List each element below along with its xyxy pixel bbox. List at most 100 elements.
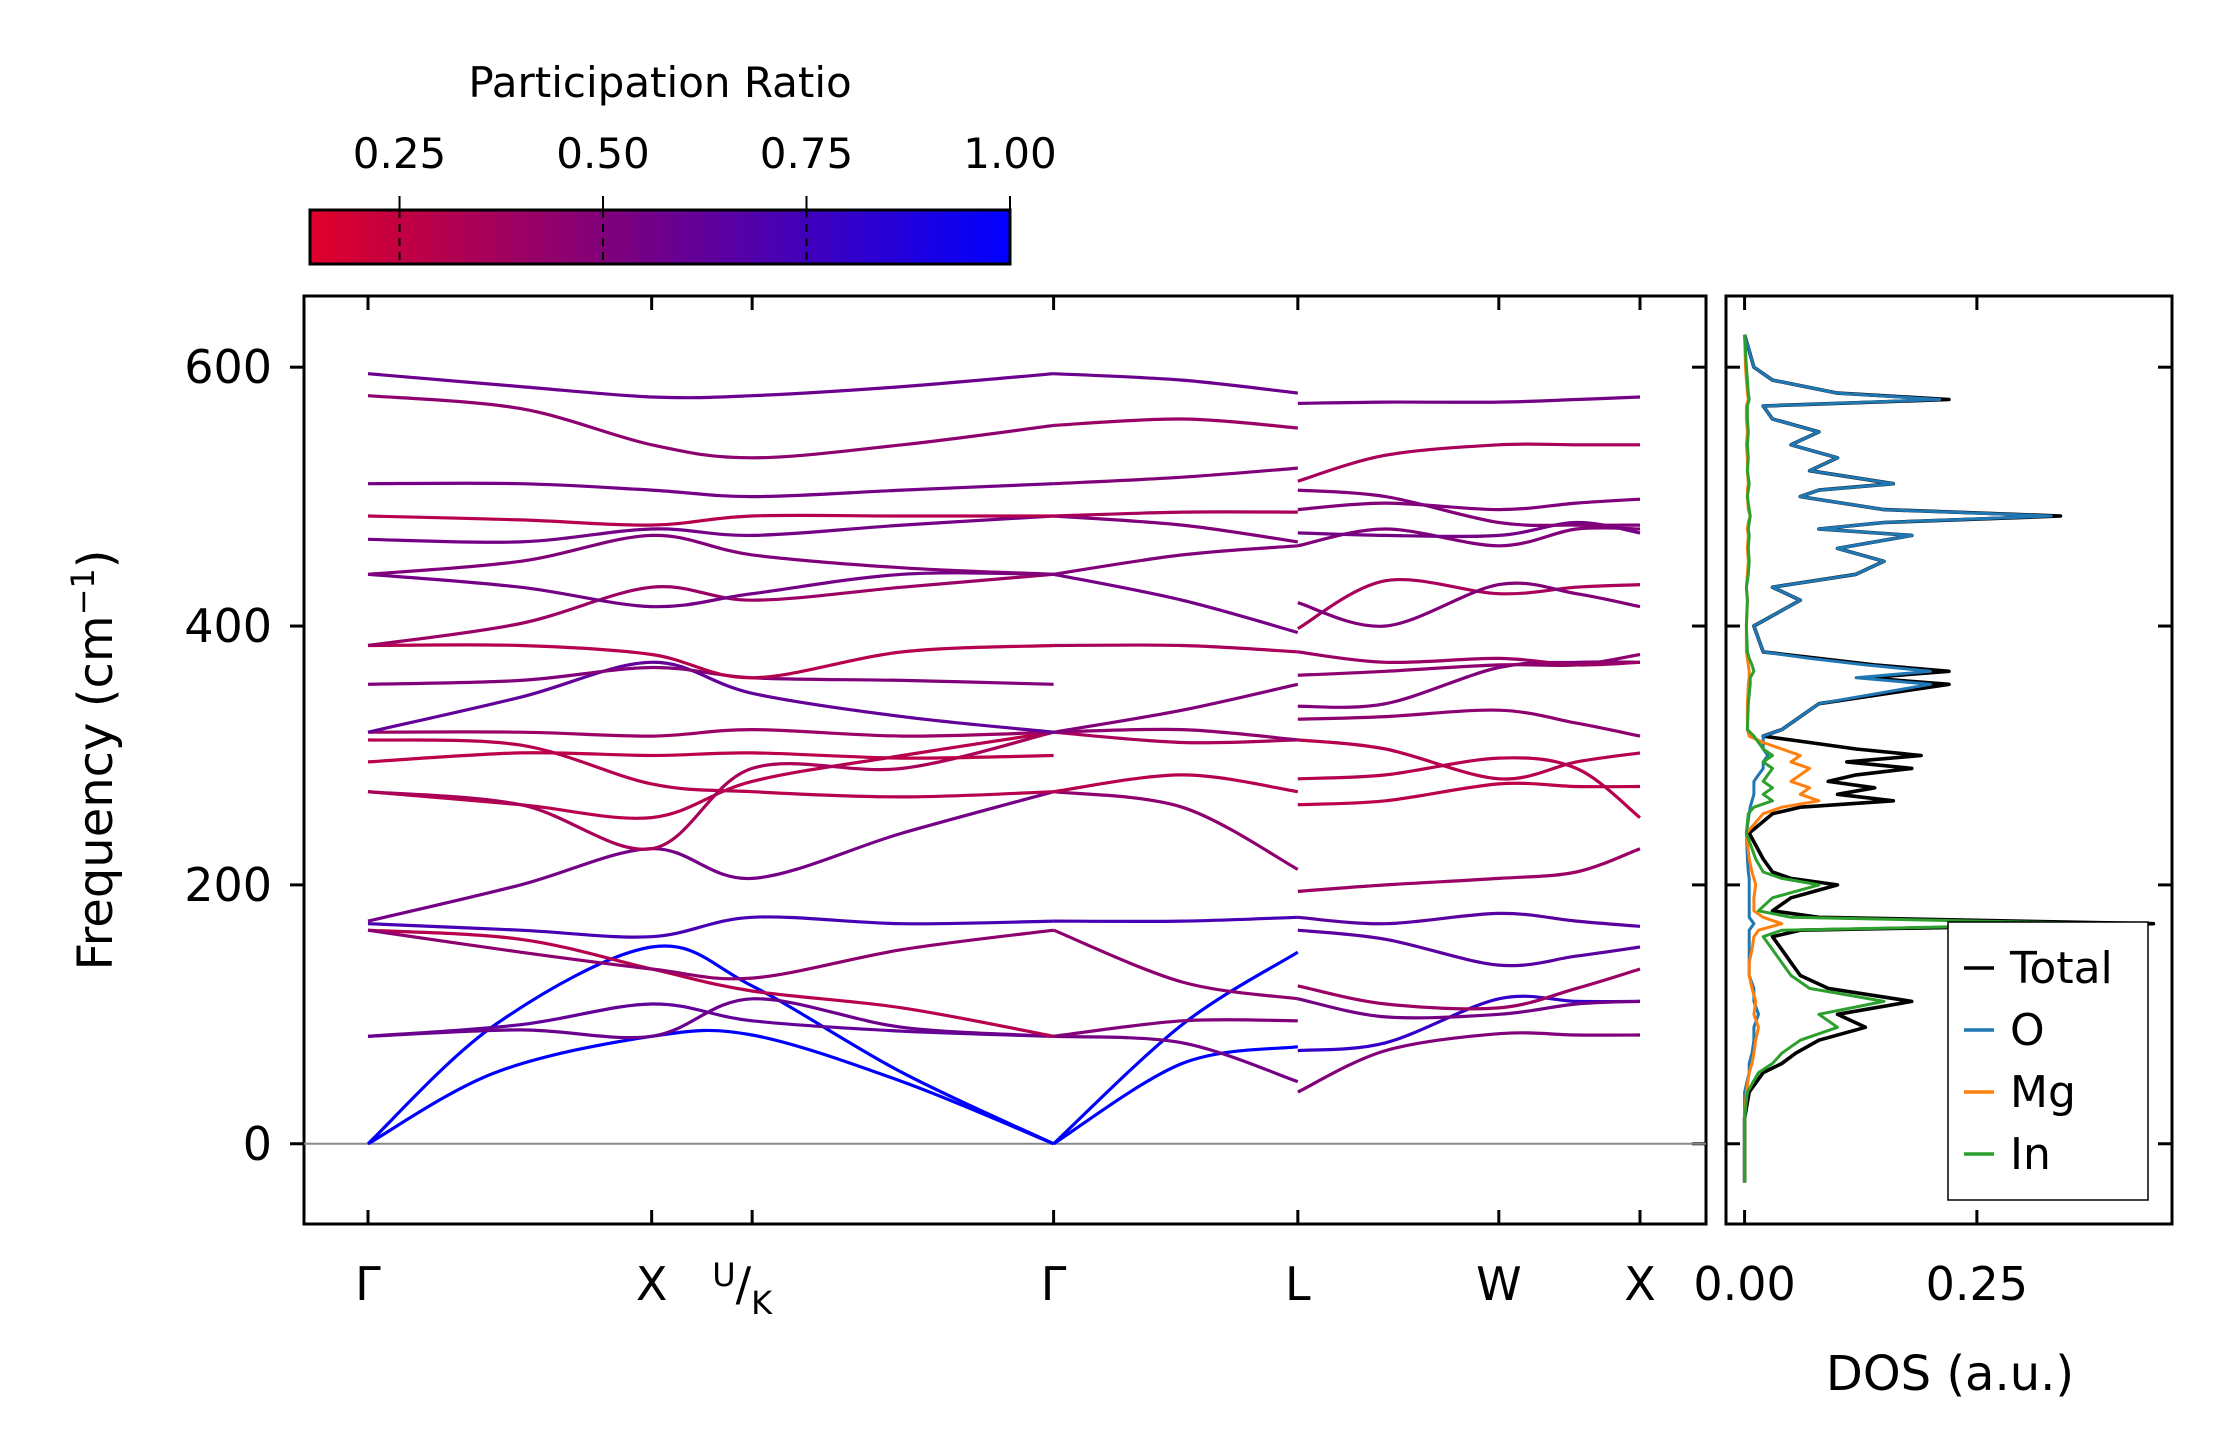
- phonon-band: [367, 513, 1054, 527]
- phonon-band: [367, 738, 1054, 799]
- dos-legend: Total O Mg In: [1947, 921, 2149, 1201]
- phonon-band: [367, 1028, 1055, 1146]
- kpoint-label: U/K: [712, 1256, 773, 1322]
- colorbar-tick-label: 0.25: [353, 129, 447, 178]
- phonon-band: [1297, 442, 1640, 483]
- band-y-axis-label: Frequency (cm−1): [64, 549, 124, 970]
- phonon-band: [1297, 911, 1641, 928]
- phonon-band: [1297, 581, 1641, 628]
- phonon-band: [1297, 578, 1641, 631]
- phonon-band: [367, 394, 1054, 460]
- phonon-band: [367, 727, 1054, 738]
- phonon-band: [1297, 660, 1641, 709]
- phonon-band: [1297, 847, 1641, 893]
- band-y-tick-label: 0: [243, 1117, 272, 1171]
- colorbar-tick-label: 0.50: [556, 129, 650, 178]
- kpoint-label: Γ: [355, 1257, 381, 1311]
- kpoint-label: L: [1285, 1257, 1311, 1311]
- phonon-band: [367, 730, 1054, 851]
- phonon-band: [367, 915, 1054, 939]
- colorbar-title: Participation Ratio: [468, 58, 851, 107]
- kpoint-label: X: [636, 1257, 668, 1311]
- phonon-band: [1053, 773, 1299, 794]
- band-y-tick-label: 400: [184, 599, 272, 653]
- dos-x-axis-label: DOS (a.u.): [1826, 1346, 2074, 1402]
- phonon-band: [1053, 727, 1298, 742]
- dos-axes-frame: [1724, 294, 2174, 1226]
- phonon-band: [367, 571, 1054, 609]
- kpoint-label: W: [1476, 1257, 1521, 1311]
- phonon-band: [1053, 417, 1298, 430]
- phonon-band: [367, 481, 1054, 499]
- phonon-band: [1053, 1018, 1298, 1038]
- phonon-band: [1053, 790, 1299, 871]
- phonon-band: [367, 730, 1054, 820]
- phonon-band: [1053, 915, 1298, 924]
- phonon-band: [367, 660, 1054, 734]
- legend-label-in: In: [2010, 1129, 2051, 1180]
- phonon-band: [1053, 510, 1298, 518]
- kpoint-label: Γ: [1041, 1257, 1067, 1311]
- dos-ticks: 0.00 0.25: [1693, 296, 2172, 1311]
- phonon-band: [366, 944, 1055, 1146]
- phonon-band: [367, 665, 1054, 686]
- legend-label-mg: Mg: [2010, 1067, 2076, 1118]
- phonon-band: [367, 928, 1054, 1038]
- legend-label-o: O: [2010, 1005, 2045, 1056]
- band-y-ticks: 0 200 400 600: [184, 340, 1706, 1171]
- band-y-tick-label: 200: [184, 858, 272, 912]
- band-lines: [366, 372, 1641, 1146]
- phonon-band: [1052, 1045, 1299, 1146]
- phonon-band: [1297, 756, 1641, 819]
- phonon-band: [367, 997, 1054, 1040]
- colorbar: Participation Ratio 0.25 0.50 0.75 1.00: [308, 58, 1057, 266]
- phonon-band: [367, 643, 1054, 680]
- phonon-band: [1053, 643, 1298, 654]
- colorbar-tick-label: 1.00: [963, 129, 1057, 178]
- dos-x-tick-label: 0.00: [1693, 1257, 1795, 1311]
- phonon-band: [1297, 997, 1641, 1020]
- phonon-band: [1297, 497, 1641, 512]
- phonon-band: [1053, 372, 1298, 395]
- phonon-band: [1297, 488, 1641, 527]
- legend-label-total: Total: [2009, 943, 2113, 994]
- phonon-band: [367, 1002, 1054, 1038]
- colorbar-ticks: 0.25 0.50 0.75 1.00: [353, 129, 1057, 264]
- phonon-band: [1052, 950, 1299, 1145]
- dos-axes: 0.00 0.25 DOS (a.u.) Total O Mg In: [1693, 294, 2174, 1402]
- phonon-band: [1297, 708, 1641, 738]
- phonon-band: [1053, 572, 1299, 635]
- phonon-band: [367, 790, 1055, 923]
- phonon-band: [367, 928, 1054, 981]
- phonon-band: [1297, 395, 1641, 405]
- phonon-band: [1297, 738, 1641, 781]
- band-axes-frame: [302, 294, 1708, 1226]
- phonon-band: [1053, 1034, 1299, 1084]
- phonon-band: [1053, 682, 1299, 734]
- phonon-band: [1297, 652, 1641, 677]
- dos-lines: [1742, 334, 2156, 1183]
- dos-x-tick-label: 0.25: [1926, 1257, 2028, 1311]
- kpoint-label: X: [1624, 1257, 1656, 1311]
- phonon-band: [367, 372, 1054, 400]
- phonon-band: [1297, 520, 1641, 539]
- colorbar-tick-label: 0.75: [760, 129, 854, 178]
- phonon-band: [1297, 781, 1641, 807]
- phonon-band: [1053, 730, 1298, 745]
- phonon-band: [1297, 1031, 1641, 1094]
- phonon-band: [367, 751, 1054, 764]
- phonon-band: [367, 572, 1054, 648]
- band-y-tick-label: 600: [184, 340, 272, 394]
- band-structure-axes: 0 200 400 600 Γ X U/K Γ L W X Frequency (cm−1): [64, 294, 1708, 1322]
- band-x-ticks: Γ X U/K Γ L W X: [355, 296, 1656, 1322]
- phonon-band: [1297, 994, 1641, 1053]
- phonon-band: [1297, 967, 1641, 1011]
- phonon-band: [1297, 526, 1641, 548]
- phonon-band: [367, 533, 1054, 576]
- phonon-band: [1297, 650, 1641, 667]
- phonon-band: [1297, 928, 1641, 968]
- phonon-band: [1053, 544, 1298, 576]
- phonon-band: [1053, 466, 1298, 486]
- phonon-band: [1053, 928, 1299, 1001]
